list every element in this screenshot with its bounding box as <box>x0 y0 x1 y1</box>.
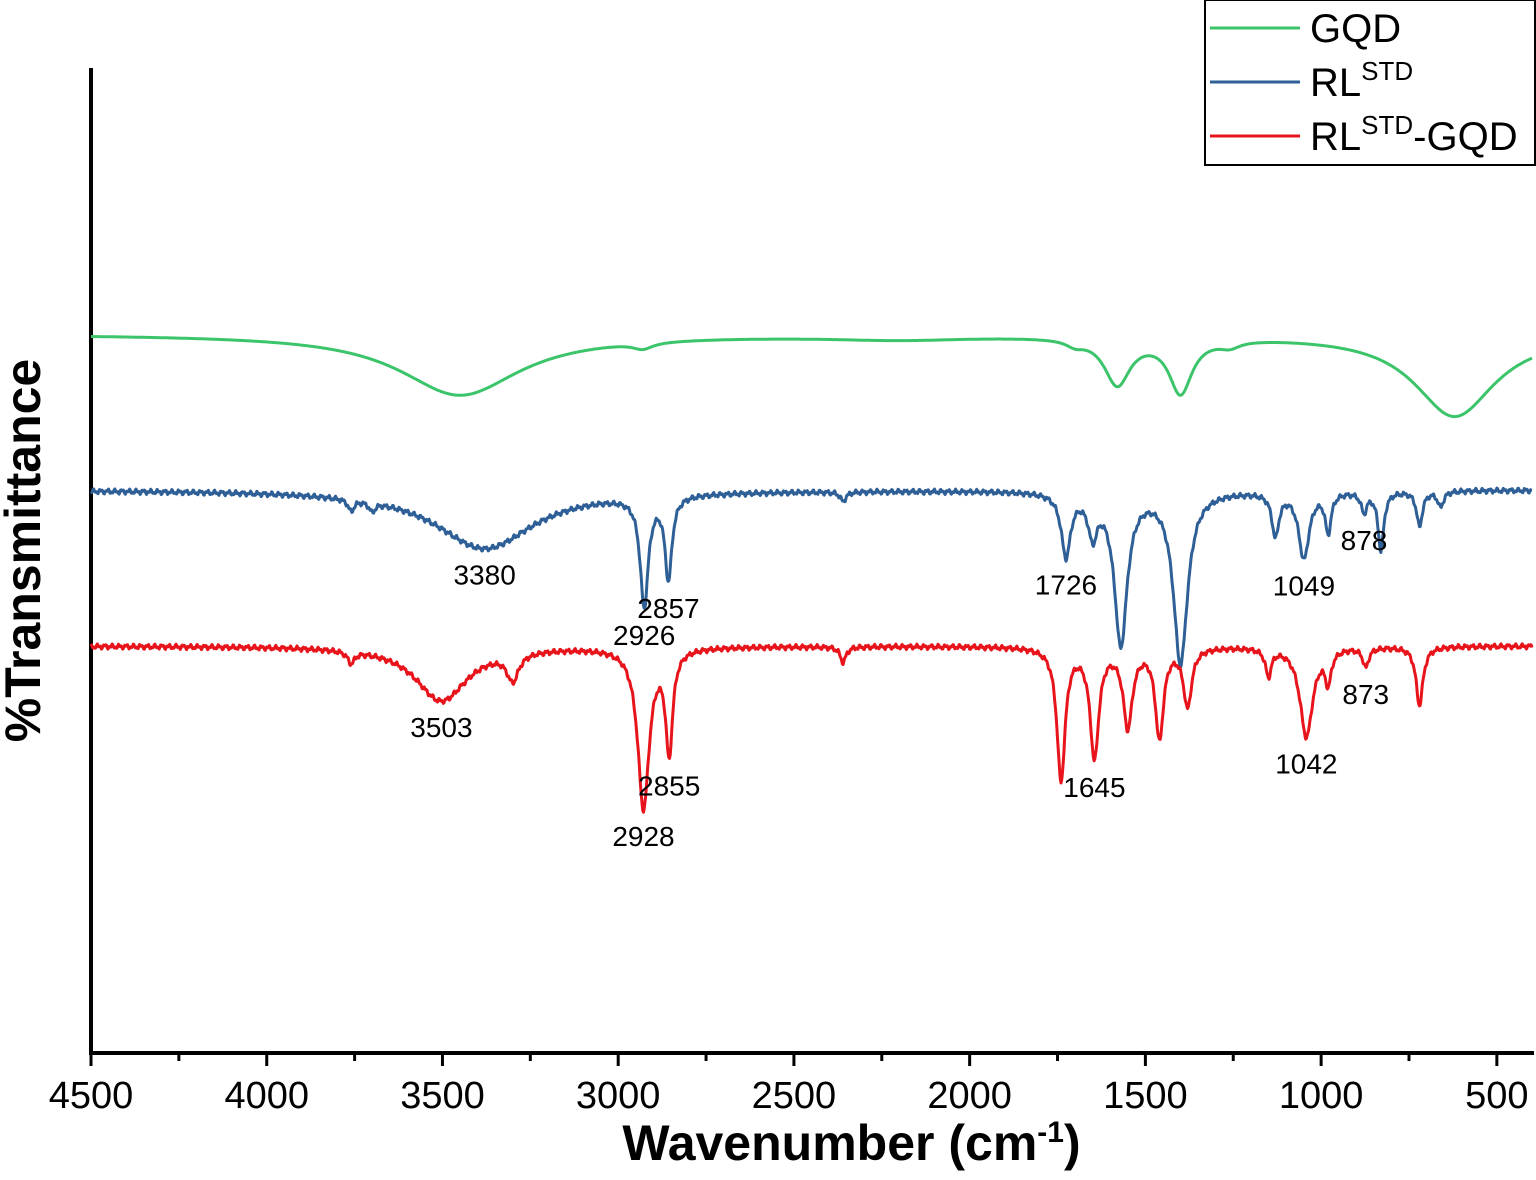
legend-label: RLSTD-GQD <box>1310 110 1518 159</box>
peak-label: 2926 <box>613 620 675 651</box>
legend-label-sup: STD <box>1361 56 1413 86</box>
legend-label-base: RL <box>1310 61 1361 105</box>
peak-label: 1726 <box>1035 569 1097 600</box>
peak-label: 3380 <box>453 560 515 591</box>
peak-label: 873 <box>1342 679 1389 710</box>
legend-label-sup: STD <box>1361 110 1413 140</box>
legend-label-suffix: -GQD <box>1413 115 1517 159</box>
peak-label: 2857 <box>637 593 699 624</box>
x-axis-title: Wavenumber (cm-1) <box>622 1115 1080 1171</box>
x-axis-title-sup: -1 <box>1037 1116 1064 1149</box>
legend-label: RLSTD <box>1310 56 1413 105</box>
legend-label: GQD <box>1310 7 1401 51</box>
peak-label: 1645 <box>1063 772 1125 803</box>
series-group <box>89 335 1534 814</box>
axes: 4500 4000 3500 3000 2500 2000 1500 1000 500 <box>49 68 1534 1117</box>
series-line-1 <box>90 335 1533 419</box>
legend-label-base: GQD <box>1310 7 1401 51</box>
peak-label: 2928 <box>612 821 674 852</box>
legend-label-base: RL <box>1310 115 1361 159</box>
x-axis-title-close: ) <box>1064 1115 1081 1171</box>
x-tick-label: 1500 <box>1103 1075 1188 1117</box>
x-tick-label: 3000 <box>576 1075 661 1117</box>
peak-label: 2855 <box>638 771 700 802</box>
peak-label: 1042 <box>1275 748 1337 779</box>
x-tick-label: 500 <box>1465 1075 1528 1117</box>
x-tick-label: 1000 <box>1279 1075 1364 1117</box>
x-tick-label: 2000 <box>927 1075 1012 1117</box>
y-axis-title: %Transmittance <box>0 359 51 742</box>
x-tick-label: 4500 <box>49 1075 134 1117</box>
series-line-3 <box>89 642 1534 814</box>
x-tick-label: 2500 <box>752 1075 837 1117</box>
x-axis-title-main: Wavenumber (cm <box>622 1115 1037 1171</box>
peak-label: 878 <box>1341 525 1388 556</box>
peak-label: 1049 <box>1273 571 1335 602</box>
series-line-2 <box>90 486 1533 669</box>
x-tick-label: 3500 <box>400 1075 485 1117</box>
x-tick-label: 4000 <box>224 1075 309 1117</box>
peak-label: 3503 <box>410 712 472 743</box>
